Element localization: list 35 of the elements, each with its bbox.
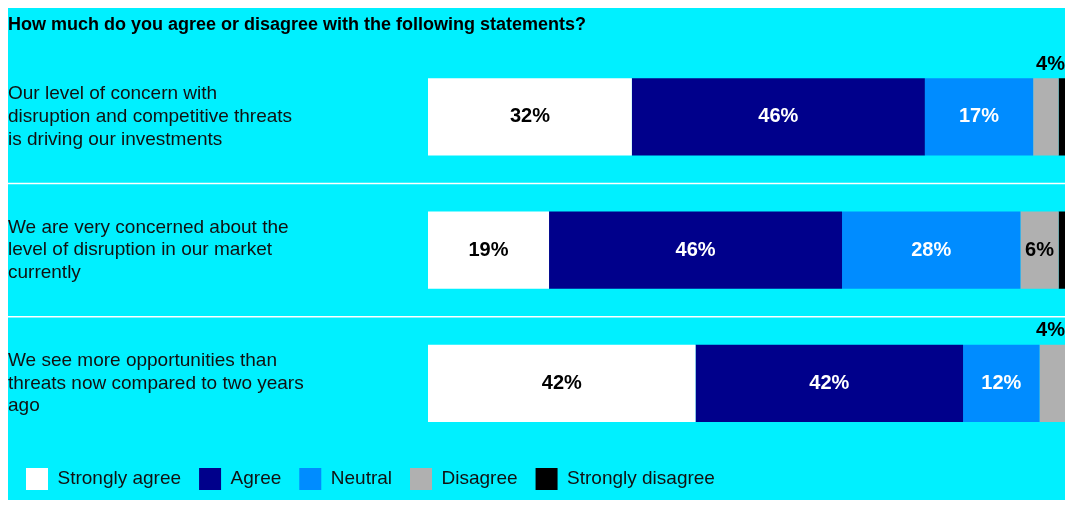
legend-label: Strongly disagree <box>567 467 715 489</box>
legend-label: Agree <box>230 467 282 489</box>
data-label: 46% <box>675 237 716 260</box>
legend-label: Strongly agree <box>57 467 182 489</box>
legend-label: Disagree <box>441 467 518 489</box>
data-label: 46% <box>758 104 799 127</box>
bar <box>428 78 632 156</box>
data-label: 32% <box>509 104 551 127</box>
bar <box>549 211 843 289</box>
y-tick-label: We see more opportunities than threats now compared to two years ago <box>8 348 304 416</box>
y-tick-label: Our level of concern with disruption and competitive threats is driving our investments <box>8 82 293 149</box>
bar <box>631 78 925 156</box>
legend-label: Neutral <box>330 467 393 489</box>
data-label: 4% <box>1036 51 1066 74</box>
bar <box>1033 78 1059 156</box>
data-label: 17% <box>958 104 1000 127</box>
data-label: 19% <box>468 237 509 260</box>
y-tick-label: We are very concerned about the level of disruption in our market currently <box>8 215 289 283</box>
chart-title: How much do you agree or disagree with the following statements? <box>8 14 587 35</box>
data-label: 42% <box>541 370 582 393</box>
data-label: 4% <box>1036 318 1066 341</box>
data-label: 6% <box>1025 237 1055 260</box>
data-label: 42% <box>809 370 850 393</box>
data-label: 12% <box>981 370 1022 393</box>
bar <box>1020 211 1059 289</box>
bar <box>1039 344 1065 423</box>
bar <box>428 344 696 423</box>
bar <box>428 211 550 289</box>
bar <box>695 344 964 423</box>
bar <box>963 344 1040 423</box>
data-label: 28% <box>911 237 952 260</box>
bar <box>842 211 1021 289</box>
bar <box>924 78 1034 156</box>
bar <box>1058 211 1065 289</box>
bar <box>1058 78 1065 156</box>
